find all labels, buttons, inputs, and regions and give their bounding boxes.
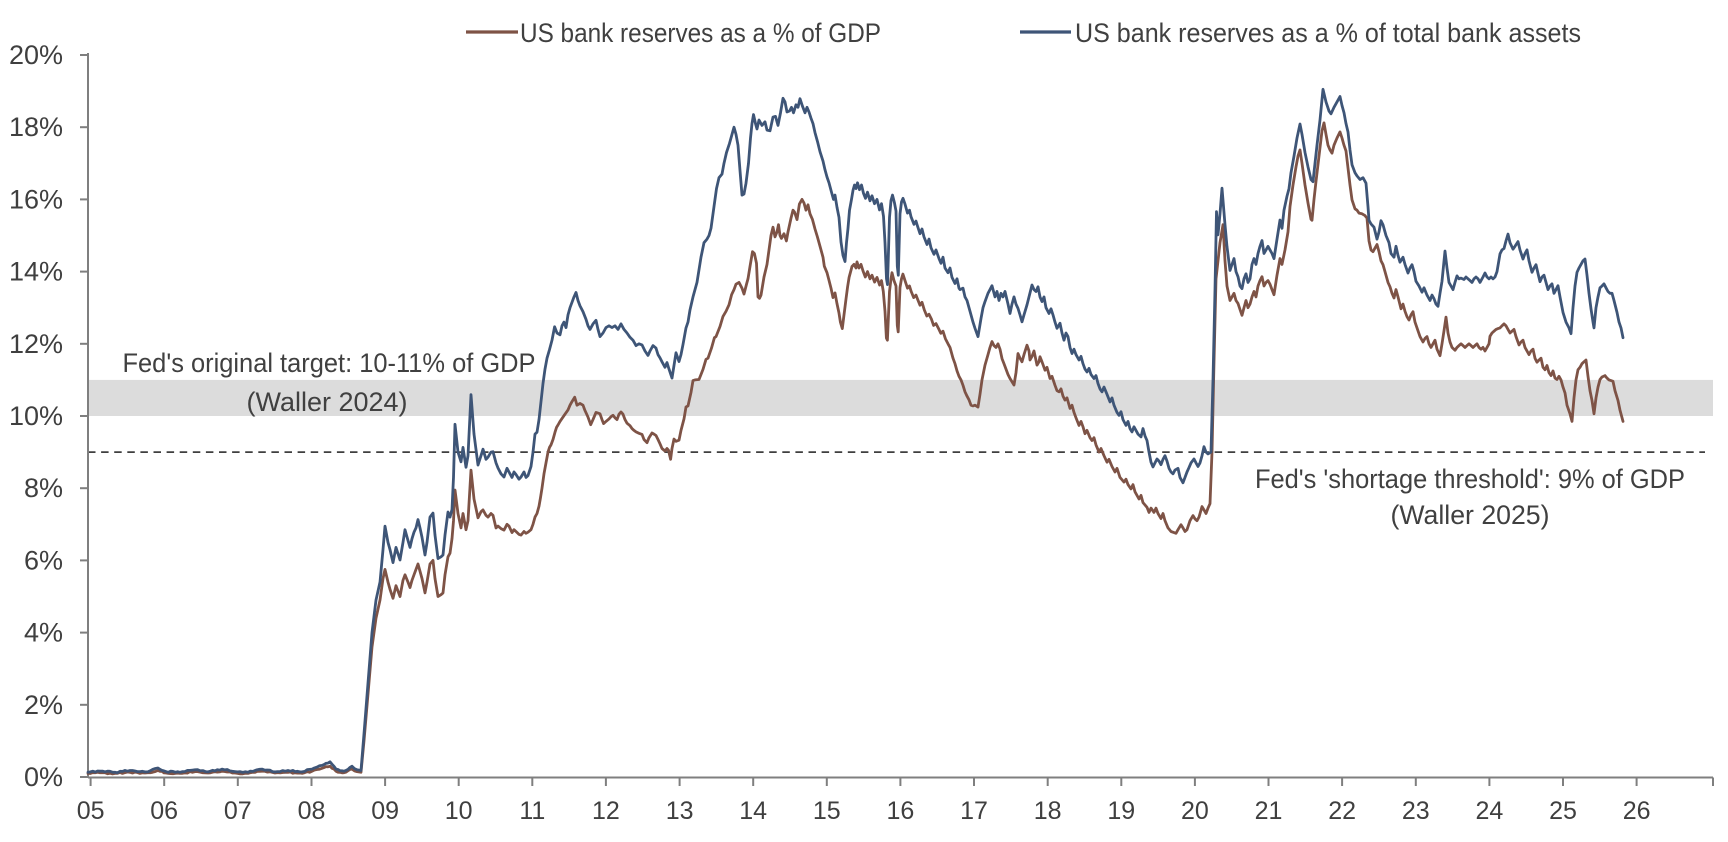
svg-text:(Waller 2024): (Waller 2024) (247, 387, 408, 417)
svg-text:0%: 0% (24, 762, 63, 792)
svg-text:14%: 14% (9, 257, 63, 287)
svg-text:08: 08 (298, 797, 326, 825)
svg-text:18%: 18% (9, 112, 63, 142)
svg-text:Fed's 'shortage threshold': 9%: Fed's 'shortage threshold': 9% of GDP (1255, 464, 1685, 494)
svg-text:23: 23 (1402, 797, 1430, 825)
svg-text:6%: 6% (24, 545, 63, 575)
svg-text:14: 14 (739, 797, 767, 825)
svg-text:Fed's original target: 10-11%: Fed's original target: 10-11% of GDP (123, 348, 536, 378)
svg-text:17: 17 (960, 797, 988, 825)
svg-text:25: 25 (1549, 797, 1577, 825)
svg-text:16: 16 (886, 797, 914, 825)
svg-text:10%: 10% (9, 401, 63, 431)
svg-text:US bank reserves as a % of tot: US bank reserves as a % of total bank as… (1075, 18, 1581, 48)
svg-text:19: 19 (1107, 797, 1135, 825)
svg-text:15: 15 (813, 797, 841, 825)
svg-text:8%: 8% (24, 473, 63, 503)
svg-text:21: 21 (1255, 797, 1283, 825)
svg-text:12: 12 (592, 797, 620, 825)
svg-text:13: 13 (666, 797, 694, 825)
svg-text:(Waller 2025): (Waller 2025) (1391, 500, 1550, 530)
svg-text:24: 24 (1475, 797, 1503, 825)
svg-text:11: 11 (519, 797, 545, 825)
svg-text:09: 09 (371, 797, 399, 825)
svg-text:2%: 2% (24, 690, 63, 720)
svg-text:16%: 16% (9, 184, 63, 214)
svg-text:US bank reserves as a % of GDP: US bank reserves as a % of GDP (520, 18, 881, 48)
svg-text:06: 06 (150, 797, 178, 825)
svg-text:07: 07 (224, 797, 252, 825)
svg-text:12%: 12% (9, 329, 63, 359)
svg-text:20: 20 (1181, 797, 1209, 825)
svg-text:05: 05 (77, 797, 105, 825)
svg-text:26: 26 (1623, 797, 1651, 825)
svg-text:10: 10 (445, 797, 473, 825)
svg-text:20%: 20% (9, 40, 63, 70)
svg-text:4%: 4% (24, 618, 63, 648)
svg-text:18: 18 (1034, 797, 1062, 825)
svg-text:22: 22 (1328, 797, 1356, 825)
